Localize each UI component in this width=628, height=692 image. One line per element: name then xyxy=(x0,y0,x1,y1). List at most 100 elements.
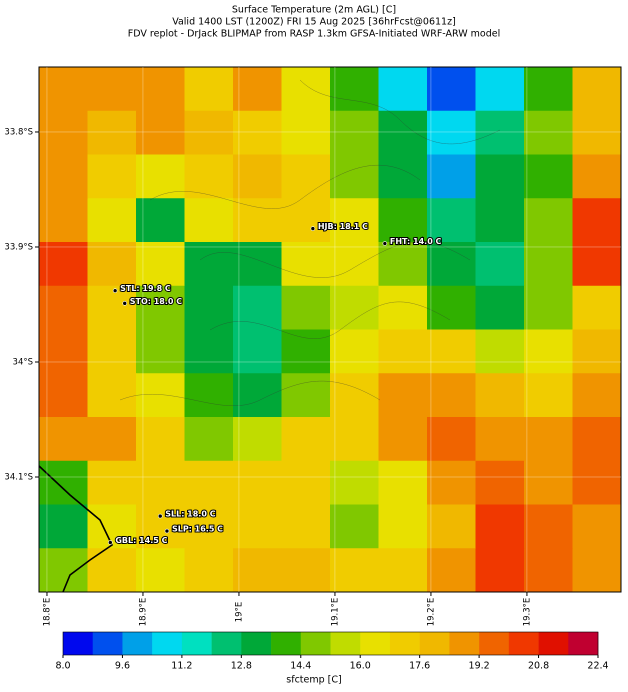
colorbar-bin xyxy=(181,632,212,655)
field-cell xyxy=(281,373,331,418)
field-cell xyxy=(136,373,185,418)
field-cell xyxy=(39,242,88,287)
lat-tick-label: 34.1°S xyxy=(4,472,33,482)
colorbar-label: sfctemp [C] xyxy=(286,675,341,686)
field-cell xyxy=(233,242,282,287)
colorbar-tick-label: 8.0 xyxy=(55,661,70,672)
station-marker xyxy=(310,226,316,231)
field-cell xyxy=(184,285,234,330)
lon-tick-label: 19.3°E xyxy=(522,598,532,627)
field-cell xyxy=(233,154,282,199)
colorbar-frame xyxy=(62,631,599,656)
field-cell xyxy=(233,110,282,155)
field-cell xyxy=(87,329,137,374)
field-cell xyxy=(87,460,137,505)
colorbar-bin xyxy=(479,632,510,655)
field-cell xyxy=(378,329,428,374)
field-cell xyxy=(136,285,185,330)
colorbar-bin xyxy=(330,632,361,655)
station-marker xyxy=(382,241,388,246)
field-cell xyxy=(330,285,379,330)
field-cell xyxy=(281,154,331,199)
field-cell xyxy=(330,198,379,243)
field-cell xyxy=(524,373,573,418)
field-cell xyxy=(233,285,282,330)
field-cell xyxy=(87,417,137,462)
field-cell xyxy=(524,504,573,549)
field-cell xyxy=(378,460,428,505)
field-cell xyxy=(87,198,137,243)
station-marker xyxy=(157,513,163,519)
coastline xyxy=(38,465,114,593)
colorbar-tick-label: 11.2 xyxy=(171,661,192,672)
field-cell xyxy=(184,548,234,593)
field-cell xyxy=(281,110,331,155)
field-cell xyxy=(87,110,137,155)
field-cell xyxy=(281,504,331,549)
colorbar-bin xyxy=(152,632,183,655)
lat-tick-label: 33.8°S xyxy=(4,127,33,137)
field-cell xyxy=(87,242,137,287)
field-cell xyxy=(184,417,234,462)
field-cell xyxy=(572,417,622,462)
station-label: SLL: 18.0 C xyxy=(165,510,215,519)
field-cell xyxy=(378,242,428,287)
station-label: HJB: 18.1 C xyxy=(318,222,368,231)
field-cell xyxy=(330,67,379,112)
field-cell xyxy=(378,373,428,418)
station-marker xyxy=(122,301,128,306)
field-cell xyxy=(427,67,476,112)
field-cell xyxy=(378,548,428,593)
field-cell xyxy=(233,417,282,462)
colorbar-tick-label: 19.2 xyxy=(469,661,490,672)
field-cell xyxy=(427,329,476,374)
field-cell xyxy=(87,285,137,330)
field-cell xyxy=(572,460,622,505)
field-cell xyxy=(330,110,379,155)
field-cell xyxy=(524,548,573,593)
field-cell xyxy=(136,242,185,287)
field-cell xyxy=(475,198,525,243)
colorbar-bin xyxy=(241,632,272,655)
colorbar-bin xyxy=(449,632,480,655)
field-cell xyxy=(184,460,234,505)
station-marker xyxy=(164,528,170,534)
field-cell xyxy=(572,110,622,155)
colorbar-bin xyxy=(538,632,569,655)
field-cell xyxy=(87,154,137,199)
colorbar-tick-label: 17.6 xyxy=(409,661,430,672)
field-cell xyxy=(572,373,622,418)
station-label: STO: 18.0 C xyxy=(130,297,183,306)
field-cell xyxy=(427,154,476,199)
colorbar-bin xyxy=(508,632,539,655)
field-cell xyxy=(136,548,185,593)
colorbar-tick-label: 20.8 xyxy=(528,661,549,672)
field-cell xyxy=(39,198,88,243)
field-cell xyxy=(184,329,234,374)
field-cell xyxy=(427,285,476,330)
lon-tick-label: 19°E xyxy=(234,602,244,622)
station-label: GBL: 14.5 C xyxy=(115,536,167,545)
title-line: Surface Temperature (2m AGL) [C] xyxy=(232,5,396,16)
field-cell xyxy=(475,417,525,462)
station-label: SLP: 16.5 C xyxy=(172,525,223,534)
colorbar-bin xyxy=(122,632,153,655)
colorbar-bin xyxy=(360,632,391,655)
field-cell xyxy=(524,460,573,505)
field-cell xyxy=(524,417,573,462)
lon-tick-label: 19.2°E xyxy=(426,598,436,627)
field-cell xyxy=(475,285,525,330)
field-cell xyxy=(136,460,185,505)
colorbar-bin xyxy=(389,632,420,655)
field-cell xyxy=(39,110,88,155)
field-cell xyxy=(378,154,428,199)
colorbar-bin xyxy=(92,632,123,655)
field-cell xyxy=(524,329,573,374)
colorbar-bin xyxy=(419,632,450,655)
field-cell xyxy=(475,548,525,593)
station-label: STL: 19.8 C xyxy=(120,284,171,293)
field-cell xyxy=(572,329,622,374)
station-marker xyxy=(108,540,113,545)
field-cell xyxy=(233,373,282,418)
field-cell xyxy=(572,504,622,549)
